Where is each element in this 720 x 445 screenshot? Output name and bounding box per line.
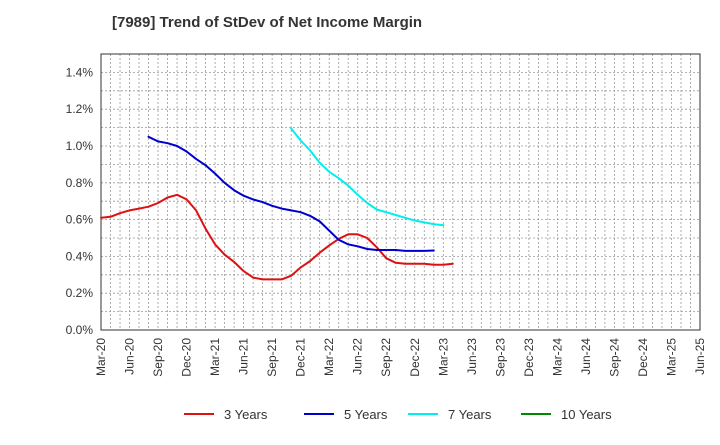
x-tick-label: Mar-21	[208, 338, 222, 376]
x-tick-label: Jun-23	[465, 338, 479, 375]
series-line-5-years	[147, 135, 435, 252]
y-tick-label: 0.4%	[66, 249, 94, 263]
x-tick-label: Jun-22	[351, 338, 365, 375]
y-tick-label: 1.4%	[66, 65, 94, 79]
x-tick-label: Sep-23	[493, 338, 507, 377]
x-tick-label: Jun-20	[123, 338, 137, 375]
y-tick-label: 1.2%	[66, 102, 94, 116]
x-tick-label: Dec-20	[180, 338, 194, 377]
y-tick-label: 0.6%	[66, 213, 94, 227]
legend-label: 3 Years	[224, 407, 268, 422]
x-tick-label: Jun-21	[237, 338, 251, 375]
legend-label: 7 Years	[448, 407, 492, 422]
x-tick-label: Jun-25	[693, 338, 707, 375]
x-tick-label: Dec-21	[294, 338, 308, 377]
x-tick-label: Sep-21	[265, 338, 279, 377]
x-tick-label: Sep-20	[151, 338, 165, 377]
plot-border	[100, 53, 701, 331]
y-tick-label: 0.0%	[66, 323, 94, 337]
x-tick-label: Mar-24	[550, 338, 564, 376]
x-tick-label: Mar-20	[94, 338, 108, 376]
chart-title: [7989] Trend of StDev of Net Income Marg…	[112, 14, 423, 31]
x-tick-label: Dec-22	[408, 338, 422, 377]
x-tick-label: Mar-22	[322, 338, 336, 376]
x-tick-label: Mar-25	[664, 338, 678, 376]
x-tick-label: Jun-24	[579, 338, 593, 375]
y-tick-label: 0.2%	[66, 286, 94, 300]
y-tick-label: 0.8%	[66, 176, 94, 190]
x-tick-label: Dec-23	[522, 338, 536, 377]
legend-label: 5 Years	[344, 407, 388, 422]
plot-area	[101, 54, 700, 330]
series-line-3-years	[100, 193, 454, 281]
y-tick-label: 1.0%	[66, 139, 94, 153]
x-tick-label: Sep-24	[607, 338, 621, 377]
x-tick-label: Sep-22	[379, 338, 393, 377]
legend-label: 10 Years	[561, 407, 612, 422]
x-tick-label: Dec-24	[636, 338, 650, 377]
series-line-7-years	[290, 127, 445, 227]
x-tick-label: Mar-23	[436, 338, 450, 376]
